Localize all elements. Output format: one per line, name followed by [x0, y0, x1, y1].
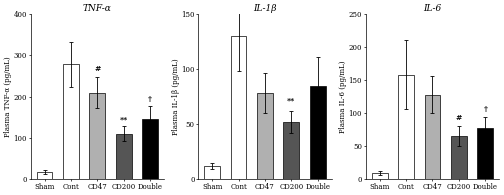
Text: †: † — [483, 105, 487, 113]
Bar — [477, 128, 493, 179]
Y-axis label: Plasma IL-1β (pg/mL): Plasma IL-1β (pg/mL) — [172, 58, 180, 135]
Text: †: † — [148, 95, 152, 103]
Bar — [257, 93, 273, 179]
Bar — [451, 136, 467, 179]
Y-axis label: Plasma TNF-α (pg/mL): Plasma TNF-α (pg/mL) — [4, 56, 12, 137]
Text: **: ** — [287, 96, 295, 104]
Bar — [424, 95, 440, 179]
Bar — [398, 75, 414, 179]
Bar — [63, 64, 79, 179]
Bar — [371, 173, 388, 179]
Y-axis label: Plasma IL-6 (pg/mL): Plasma IL-6 (pg/mL) — [339, 60, 347, 133]
Title: TNF-α: TNF-α — [83, 4, 112, 13]
Bar — [231, 36, 246, 179]
Text: #: # — [456, 114, 462, 122]
Bar — [90, 92, 105, 179]
Bar — [204, 166, 220, 179]
Bar — [142, 119, 158, 179]
Text: **: ** — [120, 115, 128, 123]
Text: #: # — [94, 66, 101, 74]
Bar — [116, 134, 132, 179]
Bar — [310, 86, 326, 179]
Bar — [37, 172, 52, 179]
Title: IL-1β: IL-1β — [253, 4, 277, 13]
Bar — [283, 122, 299, 179]
Title: IL-6: IL-6 — [423, 4, 442, 13]
